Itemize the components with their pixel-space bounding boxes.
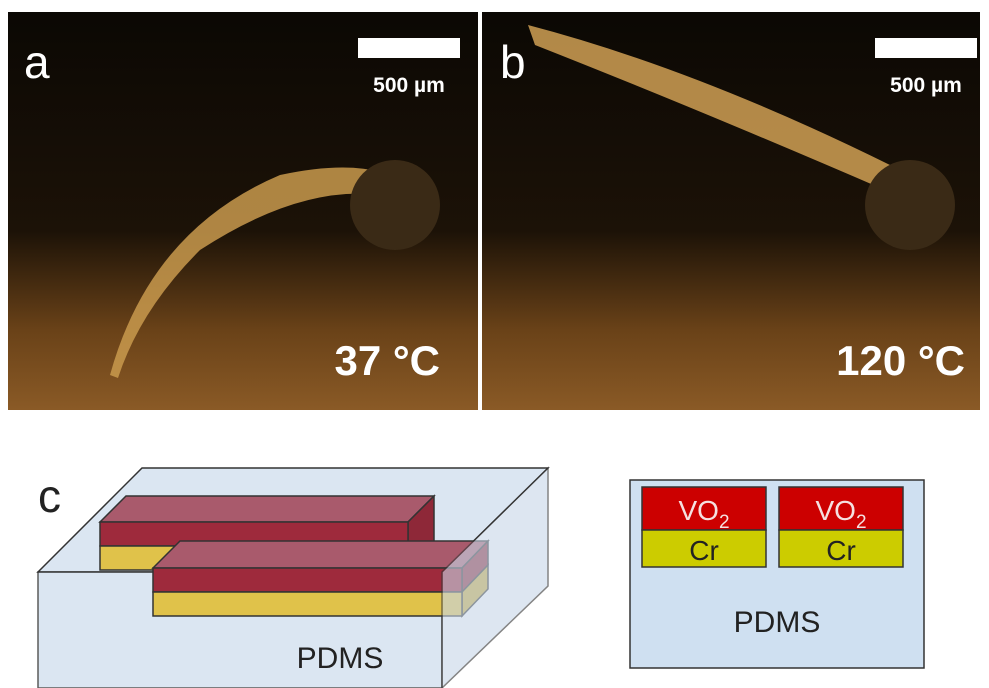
panel-label: c [38,470,61,522]
subscript: 2 [719,512,730,533]
panel-label: a [24,36,50,88]
formula: VO [815,495,855,526]
holder [865,160,955,250]
layer-label: Cr [689,535,719,566]
box-label: PDMS [297,642,384,675]
panel-b: 500 µm b 120 °C [482,12,980,410]
substrate-label: PDMS [734,606,821,639]
subscript: 2 [856,512,867,533]
temperature: 120 °C [836,337,965,384]
layer [153,592,462,616]
holder [350,160,440,250]
layer [153,568,462,592]
scale-label: 500 µm [373,74,445,97]
formula: VO [678,495,718,526]
layer [153,541,488,568]
scale-bar [875,38,977,58]
layer-label: Cr [826,535,856,566]
layer [100,496,434,522]
scale-bar [358,38,460,58]
panel-a: 500 µm a 37 °C [8,12,478,410]
scale-label: 500 µm [890,74,962,97]
temperature: 37 °C [334,337,440,384]
panel-label: b [500,36,526,88]
figure: 500 µm a 37 °C 500 µm b 120 °C c PDMS VO… [0,0,989,688]
